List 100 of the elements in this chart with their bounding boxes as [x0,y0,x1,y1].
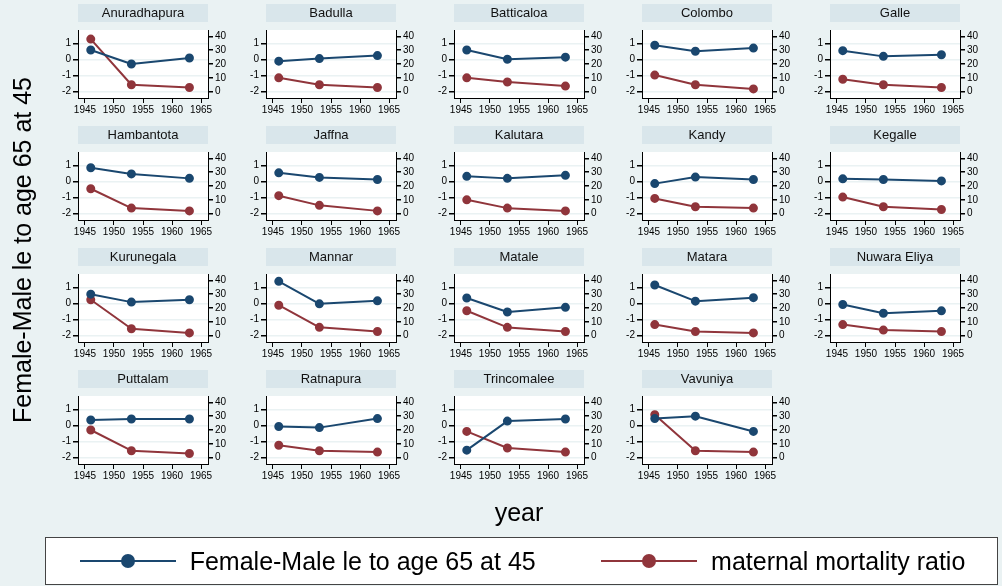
x-tick-label: 1945 [825,103,849,115]
y-tick-label: -1 [62,69,72,81]
y2-tick-label: 10 [591,437,603,449]
y-tick-label: -2 [626,85,636,97]
y2-tick-label: 40 [967,274,979,286]
y-tick-label: 1 [253,37,260,49]
y-tick-label: 0 [441,297,448,309]
x-tick-label: 1945 [449,103,473,115]
y-tick-label: 1 [817,159,824,171]
y2-tick-label: 20 [591,301,603,313]
y2-tick-label: 0 [779,451,785,463]
y2-tick-label: 10 [403,193,415,205]
x-tick-label: 1950 [854,103,878,115]
y2-tick-label: 40 [779,396,791,408]
y-tick-label: 0 [441,53,448,65]
x-tick-label: 1955 [319,469,343,481]
y-tick-label: 0 [65,175,72,187]
x-tick-label: 1965 [753,469,777,481]
y2-tick-label: 10 [591,315,603,327]
y-tick-label: -2 [250,207,260,219]
y-tick-label: -2 [814,207,824,219]
y2-tick-label: 10 [403,71,415,83]
x-tick-label: 1945 [73,225,97,237]
y2-tick-label: 30 [779,165,791,177]
y2-tick-label: 30 [967,43,979,55]
y2-tick-label: 0 [591,451,597,463]
y2-tick-label: 40 [591,30,603,42]
y-tick-label: 0 [629,419,636,431]
x-tick-label: 1965 [377,469,401,481]
x-tick-label: 1965 [377,347,401,359]
y-tick-label: 1 [65,403,72,415]
y2-tick-label: 0 [403,85,409,97]
y-tick-label: 0 [629,175,636,187]
y2-tick-label: 20 [779,57,791,69]
x-tick-label: 1960 [160,225,184,237]
y-tick-label: -2 [62,451,72,463]
y2-tick-label: 10 [215,71,227,83]
y2-tick-label: 30 [967,287,979,299]
y-tick-label: -1 [626,435,636,447]
y-tick-label: -2 [438,329,448,341]
y-tick-label: -2 [62,85,72,97]
y-tick-label: -2 [438,85,448,97]
x-tick-label: 1945 [637,225,661,237]
y-tick-label: 1 [629,403,636,415]
y2-tick-label: 0 [215,329,221,341]
chart-title: Galle [830,4,960,22]
x-tick-label: 1955 [507,469,531,481]
y2-tick-label: 40 [215,30,227,42]
y-tick-label: 1 [441,159,448,171]
x-tick-label: 1960 [536,347,560,359]
y-tick-label: 1 [253,281,260,293]
y2-tick-label: 20 [403,57,415,69]
y-tick-label: -2 [62,329,72,341]
x-tick-label: 1965 [941,103,965,115]
x-tick-label: 1950 [666,347,690,359]
x-tick-label: 1965 [753,225,777,237]
y-tick-label: -1 [626,313,636,325]
y2-tick-label: 30 [403,409,415,421]
x-tick-label: 1955 [883,103,907,115]
x-tick-label: 1950 [102,469,126,481]
x-tick-label: 1955 [319,103,343,115]
x-tick-label: 1955 [695,225,719,237]
x-tick-label: 1950 [290,225,314,237]
y-tick-label: -1 [62,191,72,203]
x-tick-label: 1960 [160,347,184,359]
y2-tick-label: 30 [779,43,791,55]
y2-tick-label: 0 [403,207,409,219]
y2-tick-label: 40 [591,396,603,408]
y2-tick-label: 40 [779,30,791,42]
chart-title: Matara [642,248,772,266]
y2-tick-label: 20 [591,423,603,435]
y2-tick-label: 20 [779,423,791,435]
y-tick-label: -2 [814,85,824,97]
x-tick-label: 1950 [102,347,126,359]
chart-title: Nuwara Eliya [830,248,960,266]
x-tick-label: 1955 [131,225,155,237]
y-tick-label: 1 [441,37,448,49]
x-tick-label: 1945 [73,103,97,115]
y-tick-label: -1 [62,435,72,447]
y-tick-label: -1 [62,313,72,325]
x-tick-label: 1950 [478,347,502,359]
x-tick-label: 1960 [160,469,184,481]
chart-title: Ratnapura [266,370,396,388]
y2-tick-label: 0 [779,207,785,219]
x-tick-label: 1950 [478,469,502,481]
y2-tick-label: 10 [967,71,979,83]
y-tick-label: 0 [441,175,448,187]
y-tick-label: 0 [253,53,260,65]
y-tick-label: 1 [441,403,448,415]
y2-tick-label: 40 [967,152,979,164]
y-tick-label: 0 [817,175,824,187]
chart-title: Colombo [642,4,772,22]
y2-tick-label: 0 [403,329,409,341]
y-tick-label: -1 [438,69,448,81]
x-tick-label: 1965 [189,225,213,237]
x-tick-label: 1950 [666,103,690,115]
y2-tick-label: 10 [215,315,227,327]
chart-title: Mannar [266,248,396,266]
y2-tick-label: 0 [779,85,785,97]
y-tick-label: -2 [438,451,448,463]
